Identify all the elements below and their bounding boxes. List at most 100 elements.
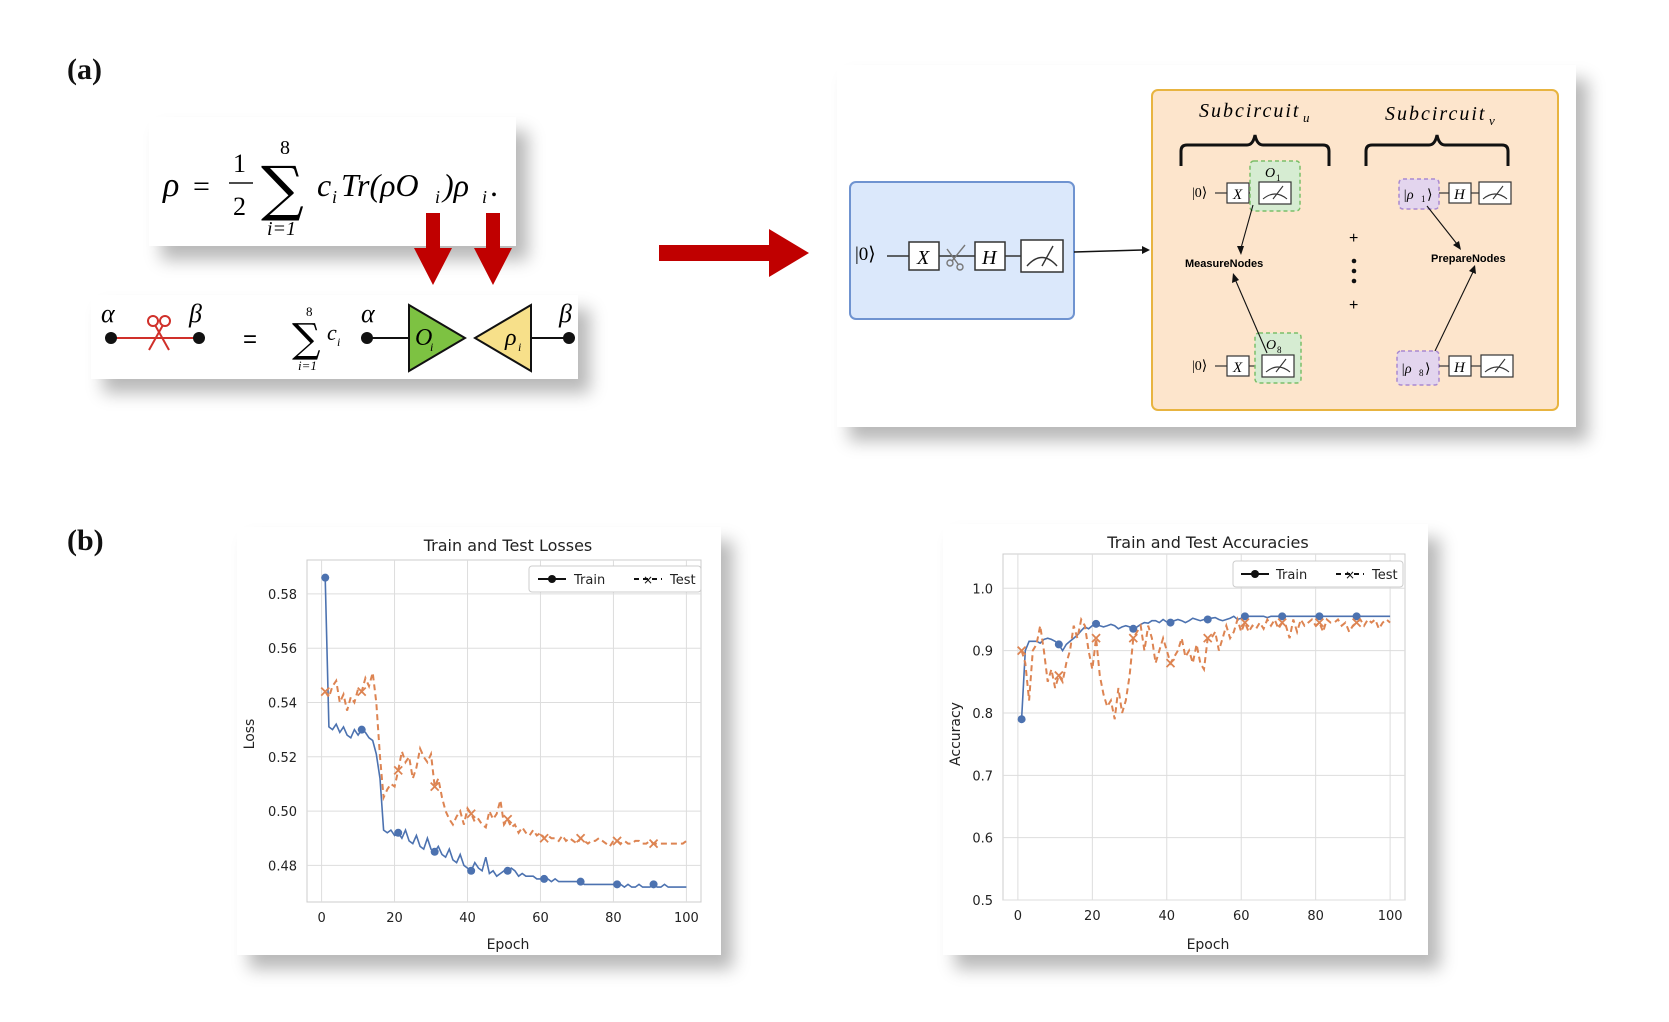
loss-marker-train bbox=[467, 866, 476, 875]
acc-xtick-label: 60 bbox=[1233, 909, 1250, 924]
formula-sum-lower: i=1 bbox=[267, 218, 296, 240]
acc-ytick-label: 0.5 bbox=[972, 894, 993, 909]
loss-xtick-label: 60 bbox=[532, 911, 549, 926]
formula-card-cut: α β = 8 ∑ i=1 c i α O i ρ i β bbox=[91, 295, 578, 379]
acc-legend: Train × Test bbox=[1232, 560, 1404, 588]
cut-alpha: α bbox=[101, 299, 116, 328]
u1-ket0: |0⟩ bbox=[1192, 186, 1207, 201]
acc-marker-test bbox=[1016, 645, 1027, 656]
rho8-close: ⟩ bbox=[1425, 362, 1430, 377]
loss-marker-test bbox=[575, 833, 586, 843]
loss-ylabel: Loss bbox=[242, 719, 258, 750]
rho8-box bbox=[1396, 350, 1440, 386]
cut-alpha-2: α bbox=[361, 299, 376, 328]
loss-marker-test bbox=[612, 836, 622, 846]
o1-label: O bbox=[1265, 166, 1275, 181]
cut-coef: c bbox=[327, 320, 337, 345]
loss-ytick-label: 0.52 bbox=[268, 751, 297, 766]
loss-series-test bbox=[324, 672, 687, 848]
formula-frac-num: 1 bbox=[233, 149, 246, 178]
loss-chart-card: Train and Test Losses 0.48 0.50 0.52 0.54 0.… bbox=[237, 527, 721, 955]
acc-marker-train bbox=[1203, 615, 1212, 624]
cut-rho-sub: i bbox=[518, 340, 521, 354]
acc-series-test bbox=[1020, 616, 1391, 720]
svg-text:×: × bbox=[1345, 568, 1355, 582]
formula-sum-sign: ∑ bbox=[261, 154, 304, 224]
panel-label-a: (a) bbox=[67, 53, 102, 86]
acc-marker-test bbox=[1203, 633, 1213, 643]
subcircuit-v-sub: v bbox=[1489, 113, 1495, 128]
loss-marker-test bbox=[648, 839, 659, 849]
acc-legend-test: Test bbox=[1371, 568, 1398, 583]
orig-h-gate bbox=[974, 241, 1006, 271]
acc-marker-train bbox=[1054, 640, 1063, 649]
loss-ytick-label: 0.56 bbox=[268, 642, 297, 657]
acc-marker-train bbox=[1352, 612, 1361, 621]
o1-measure bbox=[1258, 181, 1292, 205]
orig-h-label: H bbox=[981, 247, 998, 269]
acc-xtick-label: 100 bbox=[1378, 909, 1403, 924]
acc-marker-train bbox=[1129, 624, 1138, 633]
loss-marker-test bbox=[466, 809, 476, 819]
orig-x-label: X bbox=[916, 247, 930, 269]
rho8-label: |ρ bbox=[1401, 362, 1412, 377]
v1-h-label: H bbox=[1453, 187, 1466, 203]
loss-marker-train bbox=[357, 725, 366, 734]
loss-legend-train: Train bbox=[573, 573, 605, 588]
acc-marker-test bbox=[1314, 617, 1325, 628]
loss-marker-test bbox=[503, 814, 513, 824]
loss-marker-train bbox=[649, 880, 658, 889]
loss-marker-test bbox=[320, 687, 330, 697]
loss-marker-test bbox=[430, 782, 440, 792]
down-arrow-right-icon bbox=[474, 213, 512, 285]
subcircuit-u-label: Subcircuit bbox=[1199, 100, 1300, 122]
o8-measure bbox=[1261, 354, 1295, 378]
formula-period: . bbox=[490, 167, 498, 203]
acc-marker-test bbox=[1165, 658, 1176, 668]
measure-nodes-label: MeasureNodes bbox=[1185, 258, 1263, 270]
cut-sum-sign: ∑ bbox=[292, 316, 321, 362]
acc-chart-title: Train and Test Accuracies bbox=[1106, 533, 1308, 552]
loss-chart: Train and Test Losses 0.480.500.520.540.… bbox=[242, 536, 702, 953]
loss-ytick-label: 0.48 bbox=[268, 859, 297, 874]
u8-x-label: X bbox=[1232, 360, 1243, 376]
formula-c-sub: i bbox=[332, 187, 337, 207]
acc-lines bbox=[1016, 612, 1391, 724]
loss-marker-train bbox=[540, 874, 549, 883]
observable-triangle bbox=[408, 303, 467, 373]
loss-plot-area bbox=[306, 559, 702, 903]
original-circuit-box bbox=[849, 181, 1075, 320]
cut-o-label: O bbox=[415, 325, 432, 351]
acc-plot-area bbox=[1002, 553, 1406, 901]
rho1-box bbox=[1398, 178, 1440, 210]
acc-marker-test bbox=[1054, 670, 1064, 681]
loss-ytick-label: 0.50 bbox=[268, 805, 297, 820]
v1-measure bbox=[1478, 181, 1512, 205]
state-triangle bbox=[473, 303, 532, 373]
formula-top: ρ = 1 2 8 ∑ i=1 c i Tr(ρO i )ρ i . bbox=[162, 137, 498, 240]
acc-xtick-label: 80 bbox=[1307, 909, 1324, 924]
loss-lines bbox=[320, 573, 687, 889]
o8-sub: 8 bbox=[1277, 345, 1282, 355]
acc-marker-train bbox=[1092, 619, 1101, 628]
formula-trace-close: )ρ bbox=[441, 167, 469, 203]
loss-marker-train bbox=[576, 877, 585, 886]
down-arrow-left-icon bbox=[414, 213, 452, 285]
rho1-close: ⟩ bbox=[1427, 188, 1432, 203]
cut-rho-label: ρ bbox=[504, 325, 517, 351]
right-arrow-icon bbox=[659, 229, 809, 277]
acc-ytick-label: 1.0 bbox=[972, 582, 993, 597]
cut-coef-sub: i bbox=[337, 335, 340, 349]
loss-legend-test: Test bbox=[669, 573, 696, 588]
loss-marker-train bbox=[394, 828, 403, 837]
o1-sub: 1 bbox=[1276, 173, 1281, 183]
rho1-sub: 1 bbox=[1421, 194, 1426, 204]
u8-ket0: |0⟩ bbox=[1192, 359, 1207, 374]
formula-cut: α β = 8 ∑ i=1 c i α O i ρ i β bbox=[101, 299, 575, 373]
loss-marker-train bbox=[503, 866, 512, 875]
acc-xtick-label: 40 bbox=[1159, 909, 1176, 924]
acc-marker-test bbox=[1128, 633, 1138, 643]
acc-xlabel: Epoch bbox=[1187, 937, 1230, 953]
v8-measure bbox=[1480, 354, 1514, 378]
acc-ytick-label: 0.7 bbox=[972, 769, 993, 784]
